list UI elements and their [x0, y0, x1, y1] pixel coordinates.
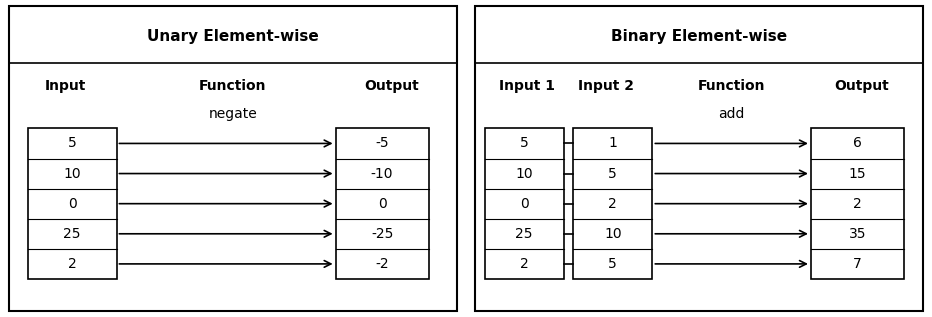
Text: 0: 0 [377, 197, 387, 211]
Text: 5: 5 [609, 257, 617, 271]
Text: 10: 10 [515, 166, 533, 181]
Text: 2: 2 [68, 257, 76, 271]
Text: Function: Function [698, 79, 765, 93]
Text: 6: 6 [853, 136, 862, 151]
Text: Input 1: Input 1 [499, 79, 555, 93]
Text: 1: 1 [609, 136, 617, 151]
Text: 25: 25 [63, 227, 81, 241]
Text: 25: 25 [515, 227, 533, 241]
Text: 10: 10 [604, 227, 622, 241]
Text: 35: 35 [849, 227, 866, 241]
Text: 10: 10 [63, 166, 81, 181]
Bar [811, 128, 904, 279]
Text: Input 2: Input 2 [578, 79, 634, 93]
Text: negate: negate [209, 107, 257, 121]
Text: -5: -5 [376, 136, 389, 151]
Text: 0: 0 [520, 197, 528, 211]
Text: 2: 2 [520, 257, 528, 271]
Text: Input: Input [45, 79, 86, 93]
Text: 2: 2 [853, 197, 862, 211]
Text: -10: -10 [371, 166, 393, 181]
Text: 2: 2 [609, 197, 617, 211]
Text: 15: 15 [849, 166, 866, 181]
Text: Output: Output [364, 79, 418, 93]
Text: add: add [719, 107, 745, 121]
Text: 5: 5 [609, 166, 617, 181]
Text: Function: Function [199, 79, 267, 93]
Bar [573, 128, 652, 279]
Text: -2: -2 [376, 257, 389, 271]
Text: 5: 5 [68, 136, 76, 151]
Bar [336, 128, 429, 279]
Text: Binary Element-wise: Binary Element-wise [611, 29, 787, 44]
Text: -25: -25 [371, 227, 393, 241]
Text: Output: Output [835, 79, 889, 93]
Text: 7: 7 [853, 257, 862, 271]
Text: 5: 5 [520, 136, 528, 151]
Bar [485, 128, 564, 279]
Bar [28, 128, 116, 279]
Text: Unary Element-wise: Unary Element-wise [147, 29, 319, 44]
Text: 0: 0 [68, 197, 76, 211]
